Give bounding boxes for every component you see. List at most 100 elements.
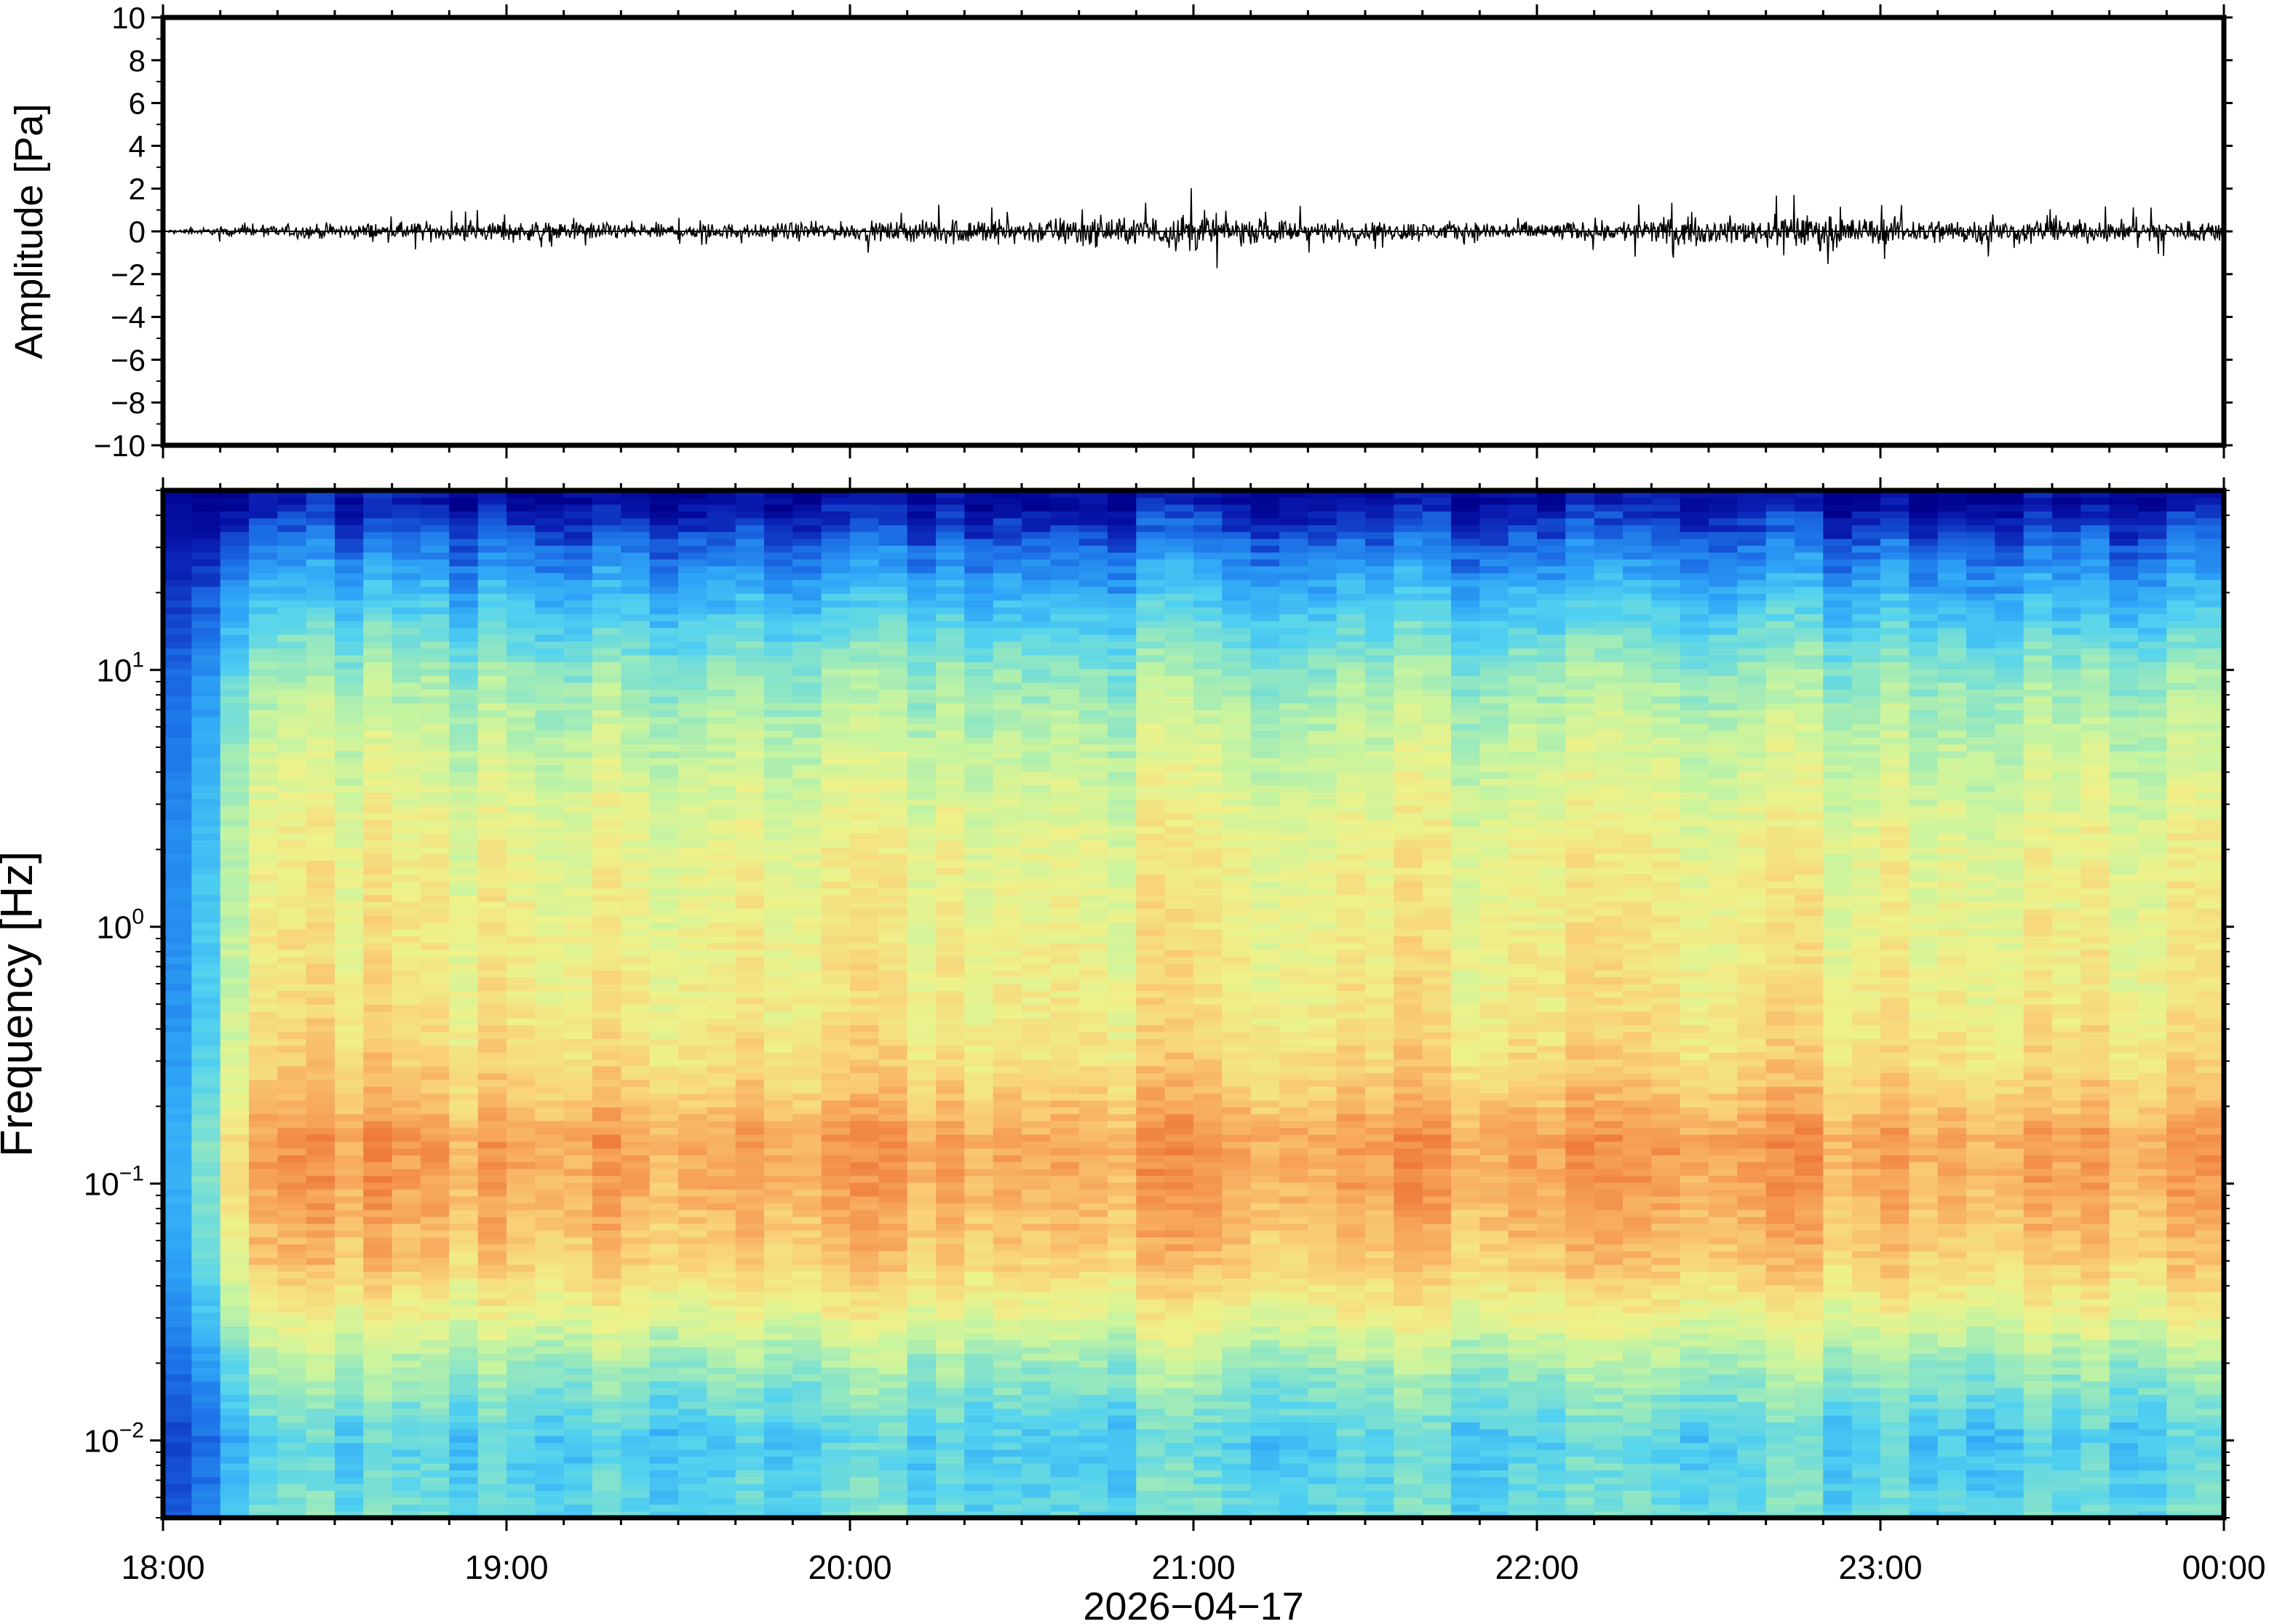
spectrogram-cell (477, 682, 507, 690)
spectrogram-cell (878, 525, 908, 533)
spectrogram-cell (421, 620, 450, 629)
spectrogram-cell (163, 525, 193, 533)
spectrogram-cell (306, 511, 335, 519)
spectrogram-cell (421, 840, 450, 848)
spectrogram-cell (621, 1195, 651, 1203)
spectrogram-cell (277, 1045, 307, 1053)
spectrogram-cell (878, 1476, 908, 1484)
spectrogram-cell (277, 1203, 307, 1211)
spectrogram-cell (678, 1141, 708, 1149)
spectrogram-cell (907, 490, 937, 498)
spectrogram-cell (792, 503, 822, 512)
spectrogram-cell (821, 1470, 851, 1478)
spectrogram-cell (878, 552, 908, 560)
spectrogram-cell (535, 1250, 565, 1259)
spectrogram-cell (936, 1278, 966, 1286)
spectrogram-cell (1050, 792, 1080, 800)
spectrogram-cell (792, 976, 822, 984)
spectrogram-cell (306, 1298, 335, 1306)
spectrogram-cell (306, 1024, 335, 1032)
spectrogram-cell (506, 538, 536, 546)
spectrogram-cell (449, 1141, 479, 1149)
spectrogram-cell (306, 956, 335, 964)
spectrogram-cell (477, 928, 507, 936)
spectrogram-cell (735, 525, 765, 533)
spectrogram-cell (477, 723, 507, 731)
spectrogram-cell (707, 545, 736, 553)
spectrogram-cell (649, 1216, 679, 1224)
spectrogram-cell (850, 1203, 880, 1211)
spectrogram-cell (363, 1462, 393, 1470)
spectrogram-cell (1050, 880, 1080, 888)
spectrogram-cell (792, 736, 822, 745)
spectrogram-cell (678, 1011, 708, 1019)
spectrogram-cell (506, 1436, 536, 1444)
spectrogram-cell (477, 1298, 507, 1306)
spectrogram-cell (191, 784, 221, 792)
spectrogram-cell (449, 1038, 479, 1046)
spectrogram-cell (707, 1250, 736, 1259)
spectrogram-cell (220, 648, 250, 656)
spectrogram-cell (449, 1107, 479, 1115)
spectrogram-cell (850, 1374, 880, 1382)
spectrogram-cell (621, 1051, 651, 1060)
spectrogram-cell (764, 1195, 794, 1203)
spectrogram-cell (163, 1155, 193, 1163)
spectrogram-cell (735, 976, 765, 984)
spectrogram-cell (306, 586, 335, 594)
spectrogram-cell (964, 675, 994, 683)
spectrogram-cell (277, 846, 307, 854)
spectrogram-cell (1022, 1107, 1052, 1115)
waveform-frame (160, 15, 2227, 448)
spectrogram-cell (392, 503, 421, 512)
spectrogram-cell (1078, 1476, 1108, 1484)
spectrogram-cell (421, 1161, 450, 1169)
spectrogram-cell (335, 668, 365, 676)
spectrogram-cell (220, 696, 250, 704)
spectrogram-cell (792, 565, 822, 573)
spectrogram-cell (1050, 654, 1080, 663)
spectrogram-cell (392, 1189, 421, 1197)
spectrogram-cell (878, 778, 908, 786)
spectrogram-cell (163, 1414, 193, 1422)
spectrogram-cell (792, 682, 822, 690)
spectrogram-cell (592, 573, 622, 581)
spectrogram-cell (850, 819, 880, 827)
spectrogram-cell (764, 942, 794, 950)
spectrogram-cell (335, 497, 365, 505)
spectrogram-cell (621, 517, 651, 525)
spectrogram-cell (163, 607, 193, 615)
spectrogram-cell (220, 915, 250, 923)
spectrogram-cell (1022, 1353, 1052, 1361)
spectrogram-cell (220, 1134, 250, 1142)
spectrogram-cell (649, 874, 679, 882)
spectrogram-cell (335, 1004, 365, 1012)
spectrogram-cell (735, 798, 765, 806)
spectrogram-cell (936, 956, 966, 964)
spectrogram-cell (907, 668, 937, 676)
spectrogram-cell (878, 1243, 908, 1251)
spectrogram-cell (163, 1305, 193, 1313)
spectrogram-cell (707, 1264, 736, 1272)
spectrogram-cell (506, 648, 536, 656)
spectrogram-cell (792, 593, 822, 601)
spectrogram-cell (621, 1284, 651, 1293)
spectrogram-cell (907, 1045, 937, 1053)
spectrogram-cell (335, 1045, 365, 1053)
spectrogram-cell (907, 586, 937, 594)
spectrogram-cell (678, 689, 708, 697)
spectrogram-cell (449, 928, 479, 936)
spectrogram-cell (506, 1237, 536, 1245)
spectrogram-cell (421, 1203, 450, 1211)
spectrogram-cell (306, 778, 335, 786)
spectrogram-cell (993, 552, 1022, 560)
spectrogram-cell (792, 1510, 822, 1518)
spectrogram-cell (306, 792, 335, 800)
spectrogram-cell (735, 942, 765, 950)
spectrogram-cell (335, 1113, 365, 1121)
spectrogram-cell (163, 654, 193, 663)
spectrogram-cell (792, 1011, 822, 1019)
spectrogram-cell (850, 1182, 880, 1190)
spectrogram-cell (821, 1332, 851, 1340)
spectrogram-cell (936, 764, 966, 772)
